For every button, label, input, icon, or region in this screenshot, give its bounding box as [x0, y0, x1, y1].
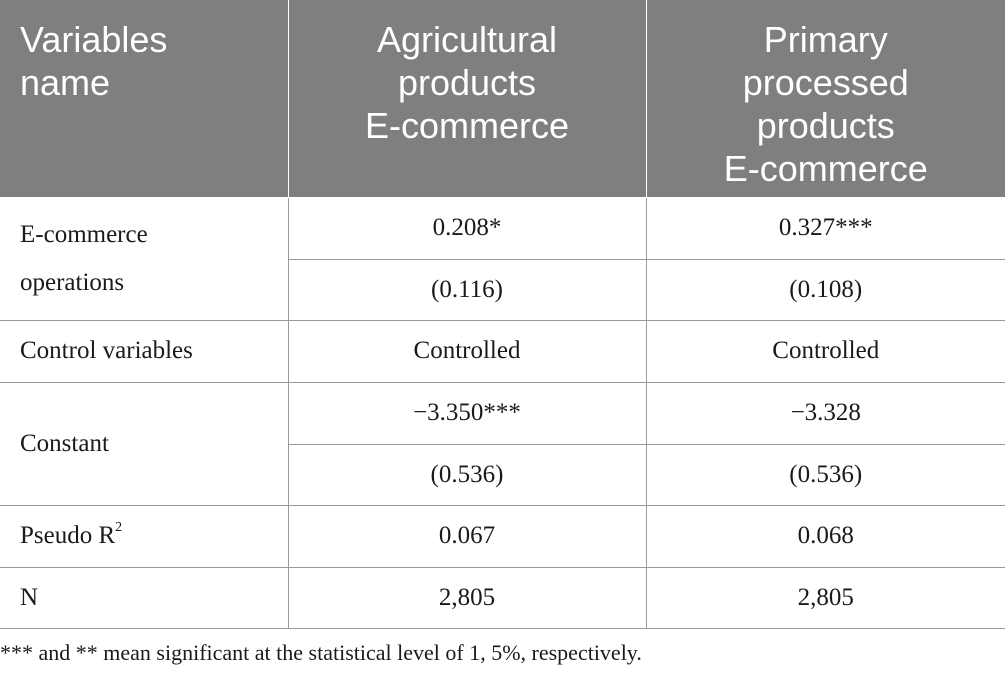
- header-text-line: products: [756, 105, 895, 146]
- cell-prim-n: 2,805: [645, 566, 1005, 629]
- header-agricultural-products: Agricultural products E-commerce: [287, 0, 647, 198]
- header-text-line: Variables: [20, 19, 168, 60]
- cell-prim-ecommerce-se: (0.108): [645, 258, 1005, 321]
- header-text-line: Agricultural: [376, 19, 558, 60]
- cell-agri-n: 2,805: [287, 566, 647, 629]
- header-text-line: E-commerce: [723, 148, 928, 189]
- row-label-line: E-commerce: [20, 220, 148, 248]
- cell-prim-ecommerce-coef: 0.327***: [645, 196, 1005, 260]
- cell-agri-ecommerce-coef: 0.208*: [287, 196, 647, 260]
- row-label-pseudo-r2: Pseudo R2: [0, 504, 289, 568]
- table-header: Variables name Agricultural products E-c…: [0, 0, 1005, 198]
- pseudo-r-text: Pseudo R: [20, 522, 116, 549]
- table-body: E-commerce operations 0.208* 0.327*** (0…: [0, 196, 1005, 629]
- table-row-n: N 2,805 2,805: [0, 566, 1005, 629]
- header-variables-name: Variables name: [0, 0, 289, 198]
- table-row-constant-se: (0.536) (0.536): [0, 443, 1005, 506]
- cell-agri-ecommerce-se: (0.116): [287, 258, 647, 321]
- superscript-two: 2: [115, 520, 123, 535]
- table-row-constant-coef: Constant −3.350*** −3.328: [0, 381, 1005, 506]
- results-table: Variables name Agricultural products E-c…: [0, 0, 1005, 629]
- header-primary-processed-products: Primary processed products E-commerce: [645, 0, 1005, 198]
- header-row: Variables name Agricultural products E-c…: [0, 0, 1005, 198]
- row-label-control-variables: Control variables: [0, 319, 289, 383]
- row-label-line: operations: [20, 268, 125, 296]
- row-label-constant: Constant: [0, 381, 289, 506]
- header-text-line: products: [397, 62, 537, 103]
- table-row-pseudo-r2: Pseudo R2 0.067 0.068: [0, 504, 1005, 568]
- row-label-ecommerce-operations: E-commerce operations: [0, 196, 289, 321]
- cell-prim-constant-se: (0.536): [645, 443, 1005, 506]
- table-row-ecommerce-coef: E-commerce operations 0.208* 0.327***: [0, 196, 1005, 321]
- cell-agri-constant-se: (0.536): [287, 443, 647, 506]
- cell-prim-control: Controlled: [645, 319, 1005, 383]
- cell-agri-pseudo-r2: 0.067: [287, 504, 647, 568]
- cell-prim-pseudo-r2: 0.068: [645, 504, 1005, 568]
- table-footnote: *** and ** mean significant at the stati…: [0, 640, 642, 665]
- results-table-container: Variables name Agricultural products E-c…: [0, 0, 1005, 629]
- table-row-control: Control variables Controlled Controlled: [0, 319, 1005, 383]
- cell-prim-constant-coef: −3.328: [645, 381, 1005, 445]
- cell-agri-control: Controlled: [287, 319, 647, 383]
- row-label-n: N: [0, 566, 289, 629]
- header-text-line: processed: [742, 62, 909, 103]
- header-text-line: Primary: [763, 19, 888, 60]
- table-row-ecommerce-se: (0.116) (0.108): [0, 258, 1005, 321]
- header-text-line: name: [20, 62, 111, 103]
- header-text-line: E-commerce: [364, 105, 570, 146]
- cell-agri-constant-coef: −3.350***: [287, 381, 647, 445]
